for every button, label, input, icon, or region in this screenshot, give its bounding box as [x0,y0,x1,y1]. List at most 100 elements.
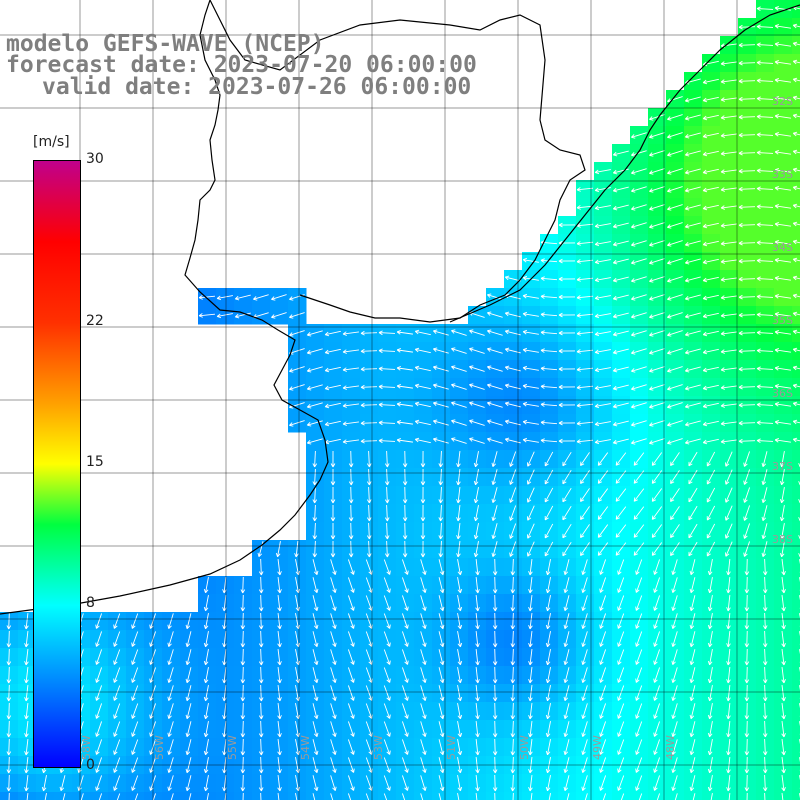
wind-arrow [492,558,498,576]
lat-label: 33S [772,168,793,181]
wind-arrow [651,452,663,466]
wind-arrow [649,294,665,301]
wind-arrow [545,667,551,684]
wind-arrow [707,595,713,612]
wind-arrow [342,385,359,390]
wind-arrow [689,667,696,684]
wind-arrow [670,488,680,503]
wind-arrow [631,132,647,139]
wind-arrow [492,630,498,648]
wind-speed-cell [126,792,145,800]
wind-arrow [689,685,696,702]
wind-arrow [631,348,647,355]
wind-arrow [774,186,791,191]
wind-arrow [707,559,713,576]
lat-label: 32S [772,95,793,108]
wind-arrow [563,739,570,756]
wind-arrow [545,613,551,630]
wind-arrow [451,419,467,426]
wind-arrow [617,631,625,647]
wind-arrow [414,401,431,408]
wind-arrow [509,487,517,503]
wind-arrow [581,667,588,683]
wind-arrow [522,311,539,317]
wind-arrow [457,559,463,576]
wind-arrow [707,649,713,666]
wind-arrow [580,470,590,485]
wind-arrow [396,402,413,407]
wind-arrow [384,540,390,558]
wind-arrow [612,258,629,265]
wind-speed-cell [702,792,721,800]
wind-arrow [738,222,756,228]
colorbar-tick: 22 [86,312,104,329]
wind-arrow [6,738,12,756]
wind-arrow [360,330,378,336]
wind-arrow [599,613,607,629]
wind-arrow [706,541,716,557]
wind-arrow [774,6,791,11]
wind-arrow [526,487,535,503]
wind-arrow [312,703,319,720]
wind-arrow [651,470,663,484]
wind-arrow [545,703,551,720]
wind-arrow [342,367,359,372]
wind-arrow [271,294,287,301]
wind-arrow [6,648,12,666]
wind-arrow [469,329,485,336]
wind-arrow [545,685,551,702]
wind-arrow [774,222,791,227]
wind-arrow [597,488,609,502]
wind-speed-cell [72,792,91,800]
wind-arrow [702,222,719,229]
wind-arrow [275,541,281,558]
wind-arrow [491,469,498,486]
wind-arrow [526,505,535,521]
wind-arrow [581,559,588,575]
wind-arrow [492,684,498,702]
wind-arrow [24,703,29,720]
wind-speed-cell [36,792,55,800]
wind-arrow [545,577,551,594]
wind-arrow [113,667,121,683]
wind-arrow [562,523,572,539]
wind-arrow [203,775,209,792]
wind-arrow [289,330,305,337]
wind-arrow [347,685,355,701]
wind-arrow [692,793,696,800]
wind-arrow [330,685,337,701]
wind-arrow [365,793,370,800]
wind-arrow [651,506,663,520]
wind-arrow [469,401,485,408]
lat-label: 36S [772,387,793,400]
wind-arrow [684,114,701,121]
wind-arrow [738,240,756,246]
wind-arrow [671,559,678,575]
wind-arrow [348,504,354,522]
wind-arrow [188,793,192,800]
wind-arrow [203,667,209,684]
wind-arrow [540,294,558,299]
wind-arrow [781,577,786,594]
wind-arrow [95,649,103,665]
wind-arrow [702,294,719,301]
wind-arrow [396,366,413,371]
wind-arrow [762,720,768,738]
wind-arrow [635,559,643,575]
wind-arrow [631,204,647,211]
wind-arrow [594,259,611,265]
wind-arrow [581,649,588,665]
wind-arrow [563,649,570,666]
wind-arrow [756,420,774,426]
wind-arrow [597,506,609,520]
wind-arrows [6,5,800,800]
wind-arrow [576,187,594,192]
wind-arrow [667,276,683,283]
wind-arrow [599,703,607,719]
wind-arrow [635,775,643,791]
wind-arrow [277,613,282,630]
wind-arrow [702,114,719,121]
wind-arrow [95,613,103,629]
wind-arrow [401,703,409,719]
